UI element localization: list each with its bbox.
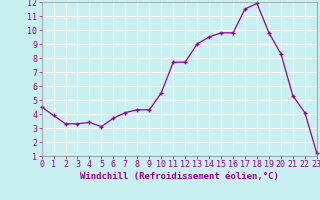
- X-axis label: Windchill (Refroidissement éolien,°C): Windchill (Refroidissement éolien,°C): [80, 172, 279, 181]
